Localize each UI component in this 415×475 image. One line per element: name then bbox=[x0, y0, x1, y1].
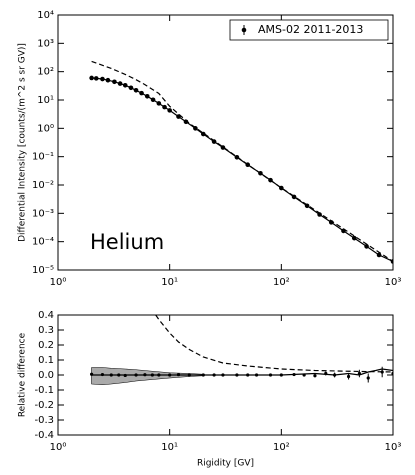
y-tick-label: 10⁻⁴ bbox=[32, 237, 54, 248]
y-tick-label: 10¹ bbox=[37, 95, 54, 106]
data-point bbox=[122, 83, 128, 88]
data-point bbox=[376, 252, 382, 258]
y-tick-label: 10² bbox=[37, 67, 54, 78]
y-tick-label: 0.3 bbox=[38, 325, 54, 336]
data-point bbox=[366, 376, 370, 380]
line bbox=[91, 368, 393, 376]
x-tick-label: 10³ bbox=[385, 442, 402, 453]
data-point bbox=[220, 145, 226, 150]
y-tick-label: 10⁻¹ bbox=[32, 152, 54, 163]
data-point bbox=[112, 79, 117, 85]
x-tick-label: 10³ bbox=[385, 277, 402, 288]
plot-area bbox=[90, 315, 393, 386]
data-point bbox=[139, 90, 144, 96]
legend-label: AMS-02 2011-2013 bbox=[258, 23, 363, 36]
y-tick-label: 0.0 bbox=[38, 370, 54, 381]
data-point bbox=[200, 131, 206, 137]
y-tick-label: 10⁻³ bbox=[32, 208, 54, 219]
y-tick-label: 0.2 bbox=[38, 340, 54, 351]
axes-frame bbox=[57, 314, 394, 436]
y-tick-label: -0.4 bbox=[34, 430, 54, 441]
data-point bbox=[144, 94, 150, 99]
dashed-line bbox=[155, 315, 393, 373]
data-point bbox=[156, 101, 162, 106]
y-tick-label: 10⁴ bbox=[37, 10, 54, 21]
axes-frame bbox=[57, 14, 394, 271]
y-tick-label: 0.1 bbox=[38, 355, 54, 366]
data-point bbox=[313, 374, 317, 378]
data-point bbox=[133, 87, 139, 93]
data-point bbox=[346, 374, 351, 379]
legend-icon bbox=[241, 27, 247, 33]
data-point bbox=[93, 76, 99, 81]
x-tick-label: 10² bbox=[273, 277, 290, 288]
data-point bbox=[128, 85, 134, 91]
y-tick-label: 10⁻⁵ bbox=[32, 265, 54, 276]
y-tick-label: -0.2 bbox=[34, 400, 54, 411]
data-point bbox=[105, 77, 111, 83]
y-tick-label: 10³ bbox=[37, 38, 54, 49]
y-tick-label: 10⁰ bbox=[37, 123, 54, 134]
plot-area bbox=[89, 60, 393, 264]
y-axis-label: Relative difference bbox=[18, 332, 28, 417]
data-point bbox=[117, 81, 123, 86]
y-tick-label: -0.3 bbox=[34, 415, 54, 426]
uncertainty-band bbox=[91, 367, 204, 386]
data-point bbox=[351, 235, 357, 241]
y-tick-label: 0.4 bbox=[38, 310, 54, 321]
data-point bbox=[150, 97, 156, 103]
data-point bbox=[364, 244, 369, 249]
dashed-line bbox=[91, 60, 393, 262]
y-axis-label: Differential Intensity [counts/(m^2 s sr… bbox=[18, 43, 28, 242]
y-tick-label: -0.1 bbox=[34, 385, 54, 396]
x-tick-label: 10¹ bbox=[161, 277, 178, 288]
data-point bbox=[162, 104, 167, 110]
x-tick-label: 10⁰ bbox=[50, 277, 67, 288]
data-point bbox=[100, 76, 105, 82]
annotation: Helium bbox=[90, 230, 164, 254]
x-axis-label: Rigidity [GV] bbox=[197, 459, 254, 469]
data-point bbox=[89, 75, 94, 81]
legend-box bbox=[229, 19, 389, 41]
x-tick-label: 10¹ bbox=[161, 442, 178, 453]
data-point bbox=[167, 108, 172, 113]
data-point bbox=[234, 154, 240, 160]
x-tick-label: 10⁰ bbox=[50, 442, 67, 453]
x-tick-label: 10² bbox=[273, 442, 290, 453]
y-tick-label: 10⁻² bbox=[32, 180, 54, 191]
